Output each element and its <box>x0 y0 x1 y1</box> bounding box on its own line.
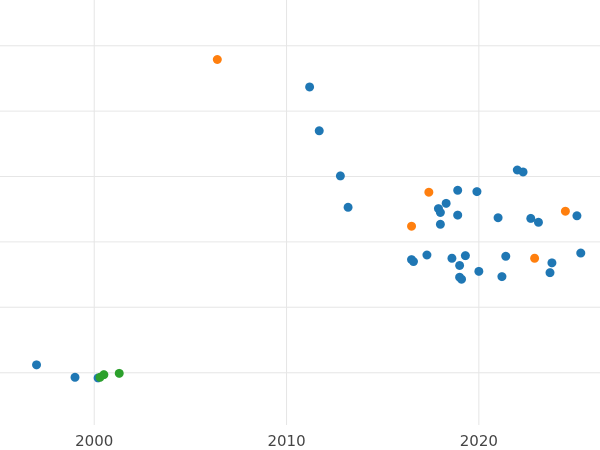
data-point-s0-30 <box>545 268 555 278</box>
x-tick-label-0: 2000 <box>75 432 113 450</box>
data-point-s0-23 <box>493 213 503 223</box>
data-point-s0-14 <box>447 253 457 263</box>
data-point-s0-6 <box>343 202 353 212</box>
data-point-s1-0 <box>212 55 222 64</box>
data-point-s0-19 <box>457 274 467 284</box>
data-point-s1-2 <box>424 187 434 197</box>
data-point-s0-31 <box>547 258 557 268</box>
data-point-s0-17 <box>455 260 465 270</box>
data-point-s0-20 <box>460 251 470 261</box>
data-point-s0-33 <box>576 248 586 258</box>
x-tick-label-2: 2020 <box>460 432 498 450</box>
gridlines <box>0 0 600 425</box>
data-point-s2-1 <box>99 370 109 380</box>
data-point-s0-24 <box>497 272 507 282</box>
data-point-s0-4 <box>314 126 324 136</box>
data-point-s2-2 <box>114 368 124 378</box>
data-point-s0-29 <box>533 217 543 227</box>
data-point-s1-1 <box>407 221 417 231</box>
data-point-s0-0 <box>32 360 42 370</box>
x-tick-labels: 2000 2010 2020 <box>75 432 498 450</box>
x-tick-label-1: 2010 <box>267 432 305 450</box>
data-point-s0-21 <box>472 187 482 197</box>
data-point-s0-9 <box>422 250 432 260</box>
data-point-s0-5 <box>335 171 345 181</box>
data-point-s0-3 <box>305 82 315 92</box>
data-point-s0-1 <box>70 372 80 382</box>
data-point-s0-32 <box>572 211 582 221</box>
data-point-s1-3 <box>530 253 540 263</box>
data-point-s0-8 <box>408 257 418 267</box>
data-point-s0-15 <box>453 210 463 220</box>
data-point-s0-25 <box>501 251 511 261</box>
data-point-s1-4 <box>560 206 570 216</box>
data-point-s0-22 <box>474 266 484 276</box>
data-point-s0-28 <box>526 213 536 223</box>
data-point-s0-16 <box>453 185 463 195</box>
data-point-s0-12 <box>435 219 445 229</box>
data-point-s0-13 <box>441 198 451 208</box>
data-point-s0-11 <box>435 208 445 217</box>
data-points <box>32 55 586 383</box>
data-point-s0-27 <box>518 167 528 177</box>
